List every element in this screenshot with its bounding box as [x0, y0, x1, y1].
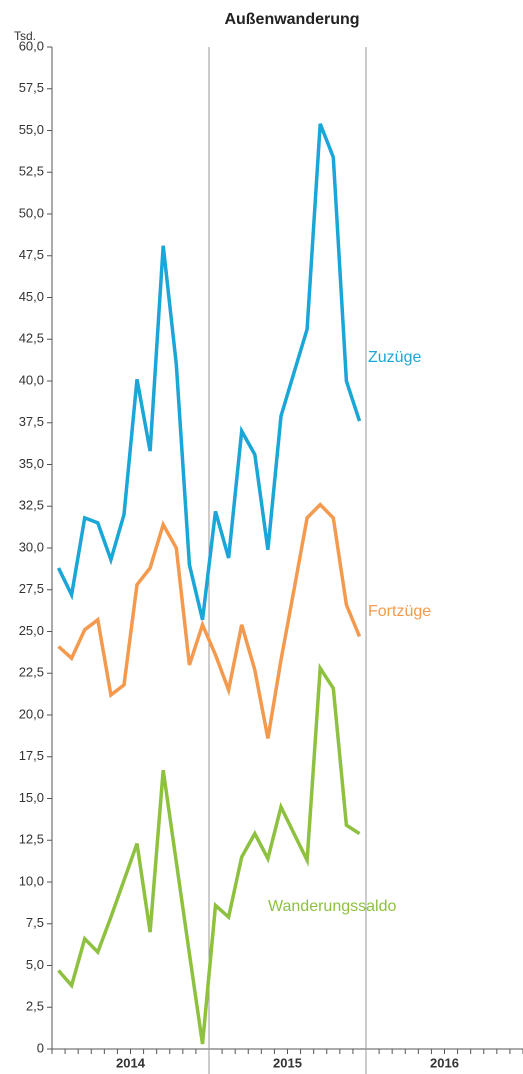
y-tick-label: 12,5: [19, 832, 44, 847]
y-tick-label: 45,0: [19, 289, 44, 304]
y-tick-label: 25,0: [19, 623, 44, 638]
y-tick-label: 60,0: [19, 38, 44, 53]
y-tick-label: 2,5: [26, 999, 44, 1014]
y-tick-label: 27,5: [19, 581, 44, 596]
y-tick-label: 47,5: [19, 247, 44, 262]
y-tick-label: 30,0: [19, 539, 44, 554]
series-line: [56, 123, 362, 621]
y-tick-label: 42,5: [19, 331, 44, 346]
x-group-label: 2014: [116, 1055, 146, 1070]
y-tick-label: 35,0: [19, 456, 44, 471]
x-group-label: 2016: [430, 1055, 459, 1070]
y-tick-label: 15,0: [19, 790, 44, 805]
series-line: [57, 502, 362, 739]
y-tick-label: 17,5: [19, 748, 44, 763]
y-tick-label: 37,5: [19, 414, 44, 429]
series-line: [57, 662, 361, 1045]
series-label: Fortzüge: [368, 603, 431, 620]
y-tick-label: 0: [37, 1040, 44, 1055]
y-axis-label: Tsd.: [14, 29, 36, 43]
y-tick-label: 52,5: [19, 164, 44, 179]
series-label: Wanderungssaldo: [268, 898, 396, 915]
y-tick-label: 40,0: [19, 372, 44, 387]
y-tick-label: 22,5: [19, 665, 44, 680]
y-tick-label: 57,5: [19, 80, 44, 95]
y-tick-label: 10,0: [19, 873, 44, 888]
y-tick-label: 32,5: [19, 498, 44, 513]
series-label: Zuzüge: [368, 349, 421, 366]
y-tick-label: 50,0: [19, 205, 44, 220]
y-tick-label: 55,0: [19, 122, 44, 137]
y-tick-label: 5,0: [26, 957, 44, 972]
chart-title: Außenwanderung: [224, 11, 359, 28]
y-tick-label: 20,0: [19, 706, 44, 721]
y-tick-label: 7,5: [26, 915, 44, 930]
x-group-label: 2015: [273, 1055, 302, 1070]
